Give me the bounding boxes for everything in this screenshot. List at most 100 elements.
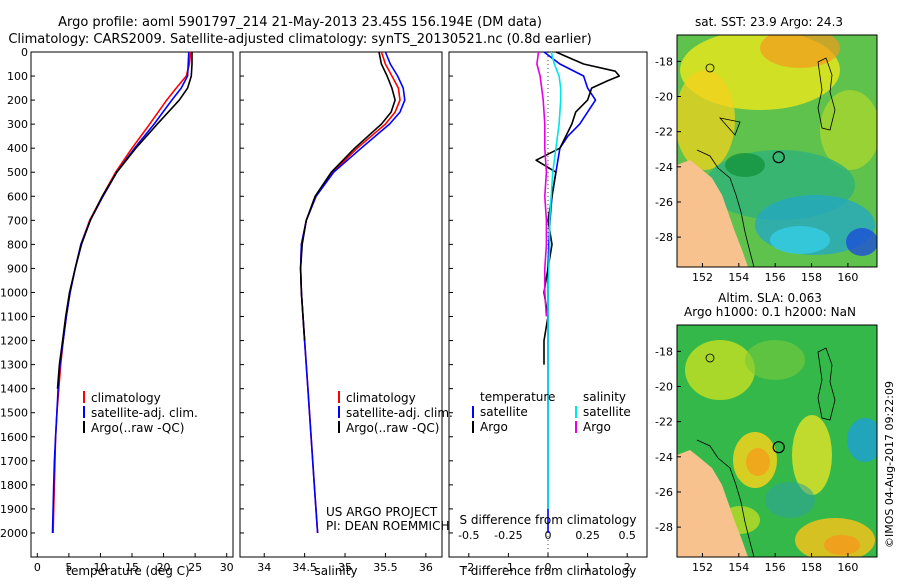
x-tick-label: 35 xyxy=(338,561,352,574)
depth-tick-label: 1900 xyxy=(0,503,28,516)
lon-tick-label: 160 xyxy=(837,561,858,574)
depth-axis: 0 100 200 300 400 500 600 700 800 900 1000 1100 1200… xyxy=(0,46,35,540)
sst-map-title: sat. SST: 23.9 Argo: 24.3 xyxy=(695,15,843,29)
sst-patch xyxy=(846,228,877,256)
sst-patch xyxy=(820,90,877,170)
legend-salinity-heading: salinity xyxy=(583,390,626,404)
sla-patch xyxy=(847,418,877,462)
salinity-legend: climatology satellite-adj. clim. Argo(..… xyxy=(338,391,453,435)
lon-tick-label: 154 xyxy=(728,271,749,284)
header-line-1: Argo profile: aoml 5901797_214 21-May-20… xyxy=(58,15,542,30)
lat-tick-label: -24 xyxy=(655,451,673,464)
lat-tick-label: -20 xyxy=(655,381,673,394)
shelf-contour xyxy=(696,149,755,267)
legend-climatology: climatology xyxy=(346,391,416,405)
temperature-legend: climatology satellite-adj. clim. Argo(..… xyxy=(83,391,198,435)
series-line-t-satellite xyxy=(543,51,597,533)
legend-argo: Argo(..raw -QC) xyxy=(91,421,184,435)
sst-map-axes: -18 -20 -22 -24 -26 -28 152 154 156 158 160 xyxy=(655,55,858,284)
x-tick-label: 0 xyxy=(34,561,41,574)
depth-tick-label: 1500 xyxy=(0,407,28,420)
depth-tick-label: 2000 xyxy=(0,527,28,540)
australia-coast xyxy=(677,160,748,267)
depth-tick-label: 1100 xyxy=(0,311,28,324)
lon-tick-label: 156 xyxy=(765,561,786,574)
x-tick-label: 10 xyxy=(93,561,107,574)
x-tick-label: 1 xyxy=(584,561,591,574)
x-tick-label: 34.5 xyxy=(292,561,317,574)
lat-tick-label: -24 xyxy=(655,161,673,174)
depth-tick-label: 300 xyxy=(7,118,28,131)
lon-tick-label: 152 xyxy=(692,561,713,574)
sla-patch xyxy=(746,448,770,476)
sla-patch xyxy=(824,535,860,555)
depth-tick-label: 1000 xyxy=(0,286,28,299)
sla-patch xyxy=(685,340,755,400)
x-tick-label: 15 xyxy=(125,561,139,574)
difference-chart: -2 -1 0 1 2 -0.5 -0.25 0 0.25 0.5 xyxy=(449,51,636,574)
x-tick-label: 25 xyxy=(188,561,202,574)
depth-tick-label: 200 xyxy=(7,94,28,107)
lat-tick-label: -18 xyxy=(655,55,673,68)
lat-tick-label: -28 xyxy=(655,231,673,244)
lon-tick-label: 156 xyxy=(765,271,786,284)
lon-tick-label: 158 xyxy=(801,271,822,284)
t-difference-axis-label: T difference from climatology xyxy=(459,564,637,578)
series-line-climatology xyxy=(52,51,192,534)
depth-tick-label: 1800 xyxy=(0,479,28,492)
temperature-panel xyxy=(30,51,234,558)
depth-tick-label: 700 xyxy=(7,214,28,227)
legend-t-argo: Argo xyxy=(480,420,508,434)
depth-tick-label: 100 xyxy=(7,70,28,83)
sst-map-frame xyxy=(676,34,878,268)
temperature-chart: 0 5 10 15 20 25 30 xyxy=(34,51,234,574)
sla-map-axes: -18 -20 -22 -24 -26 -28 152 154 156 158 160 xyxy=(655,345,858,574)
australia-coast xyxy=(677,450,748,557)
depth-tick-label: 800 xyxy=(7,238,28,251)
sla-patch xyxy=(745,340,805,380)
depth-tick-label: 500 xyxy=(7,166,28,179)
legend-climatology: climatology xyxy=(91,391,161,405)
salinity-chart: 34 34.5 35 35.5 36 xyxy=(240,51,433,574)
series-line-satellite-adj-clim- xyxy=(51,51,190,534)
lon-tick-label: 152 xyxy=(692,271,713,284)
x-tick-label: 2 xyxy=(624,561,631,574)
s-tick-label: 0 xyxy=(545,529,552,542)
sla-patch xyxy=(792,415,832,495)
sla-map-title-1: Altim. SLA: 0.063 xyxy=(718,291,822,305)
x-tick-label: 0 xyxy=(545,561,552,574)
lat-tick-label: -26 xyxy=(655,486,673,499)
difference-legend: temperature salinity satellite Argo sate… xyxy=(472,390,631,434)
shelf-contour xyxy=(696,439,755,557)
seamount-contour xyxy=(718,117,741,136)
depth-tick-label: 0 xyxy=(21,46,28,59)
depth-tick-label: 1600 xyxy=(0,431,28,444)
sst-patch xyxy=(725,153,765,177)
x-tick-label: 36 xyxy=(419,561,433,574)
s-difference-axis-label: S difference from climatology xyxy=(460,513,637,527)
legend-s-argo: Argo xyxy=(583,420,611,434)
credit-pi: PI: DEAN ROEMMICH xyxy=(326,519,449,533)
imos-stamp: ©IMOS 04-Aug-2017 09:22:09 xyxy=(883,381,896,548)
s-tick-label: -0.25 xyxy=(494,529,522,542)
lat-tick-label: -20 xyxy=(655,91,673,104)
series-line-satellite-adj-clim- xyxy=(299,51,406,534)
s-tick-label: 0.5 xyxy=(618,529,636,542)
x-tick-label: 34 xyxy=(257,561,271,574)
series-line-climatology xyxy=(299,51,401,534)
sla-map-frame xyxy=(676,324,878,558)
sst-patch xyxy=(677,70,735,170)
legend-s-satellite: satellite xyxy=(583,405,631,419)
credit-project: US ARGO PROJECT xyxy=(326,505,438,519)
depth-tick-label: 1300 xyxy=(0,359,28,372)
lon-tick-label: 154 xyxy=(728,561,749,574)
lat-tick-label: -18 xyxy=(655,345,673,358)
header-line-2: Climatology: CARS2009. Satellite-adjuste… xyxy=(8,32,591,47)
salinity-axis-label: salinity xyxy=(314,564,357,578)
depth-tick-label: 600 xyxy=(7,190,28,203)
sst-patch xyxy=(770,226,830,254)
seamount-contour xyxy=(705,353,715,363)
reef-contour xyxy=(817,347,836,421)
sla-map: -18 -20 -22 -24 -26 -28 152 154 156 158 160 xyxy=(655,324,878,574)
